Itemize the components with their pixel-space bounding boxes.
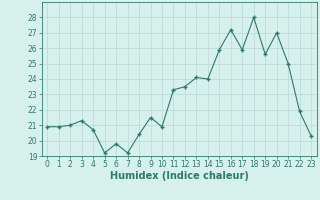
X-axis label: Humidex (Indice chaleur): Humidex (Indice chaleur) <box>110 171 249 181</box>
